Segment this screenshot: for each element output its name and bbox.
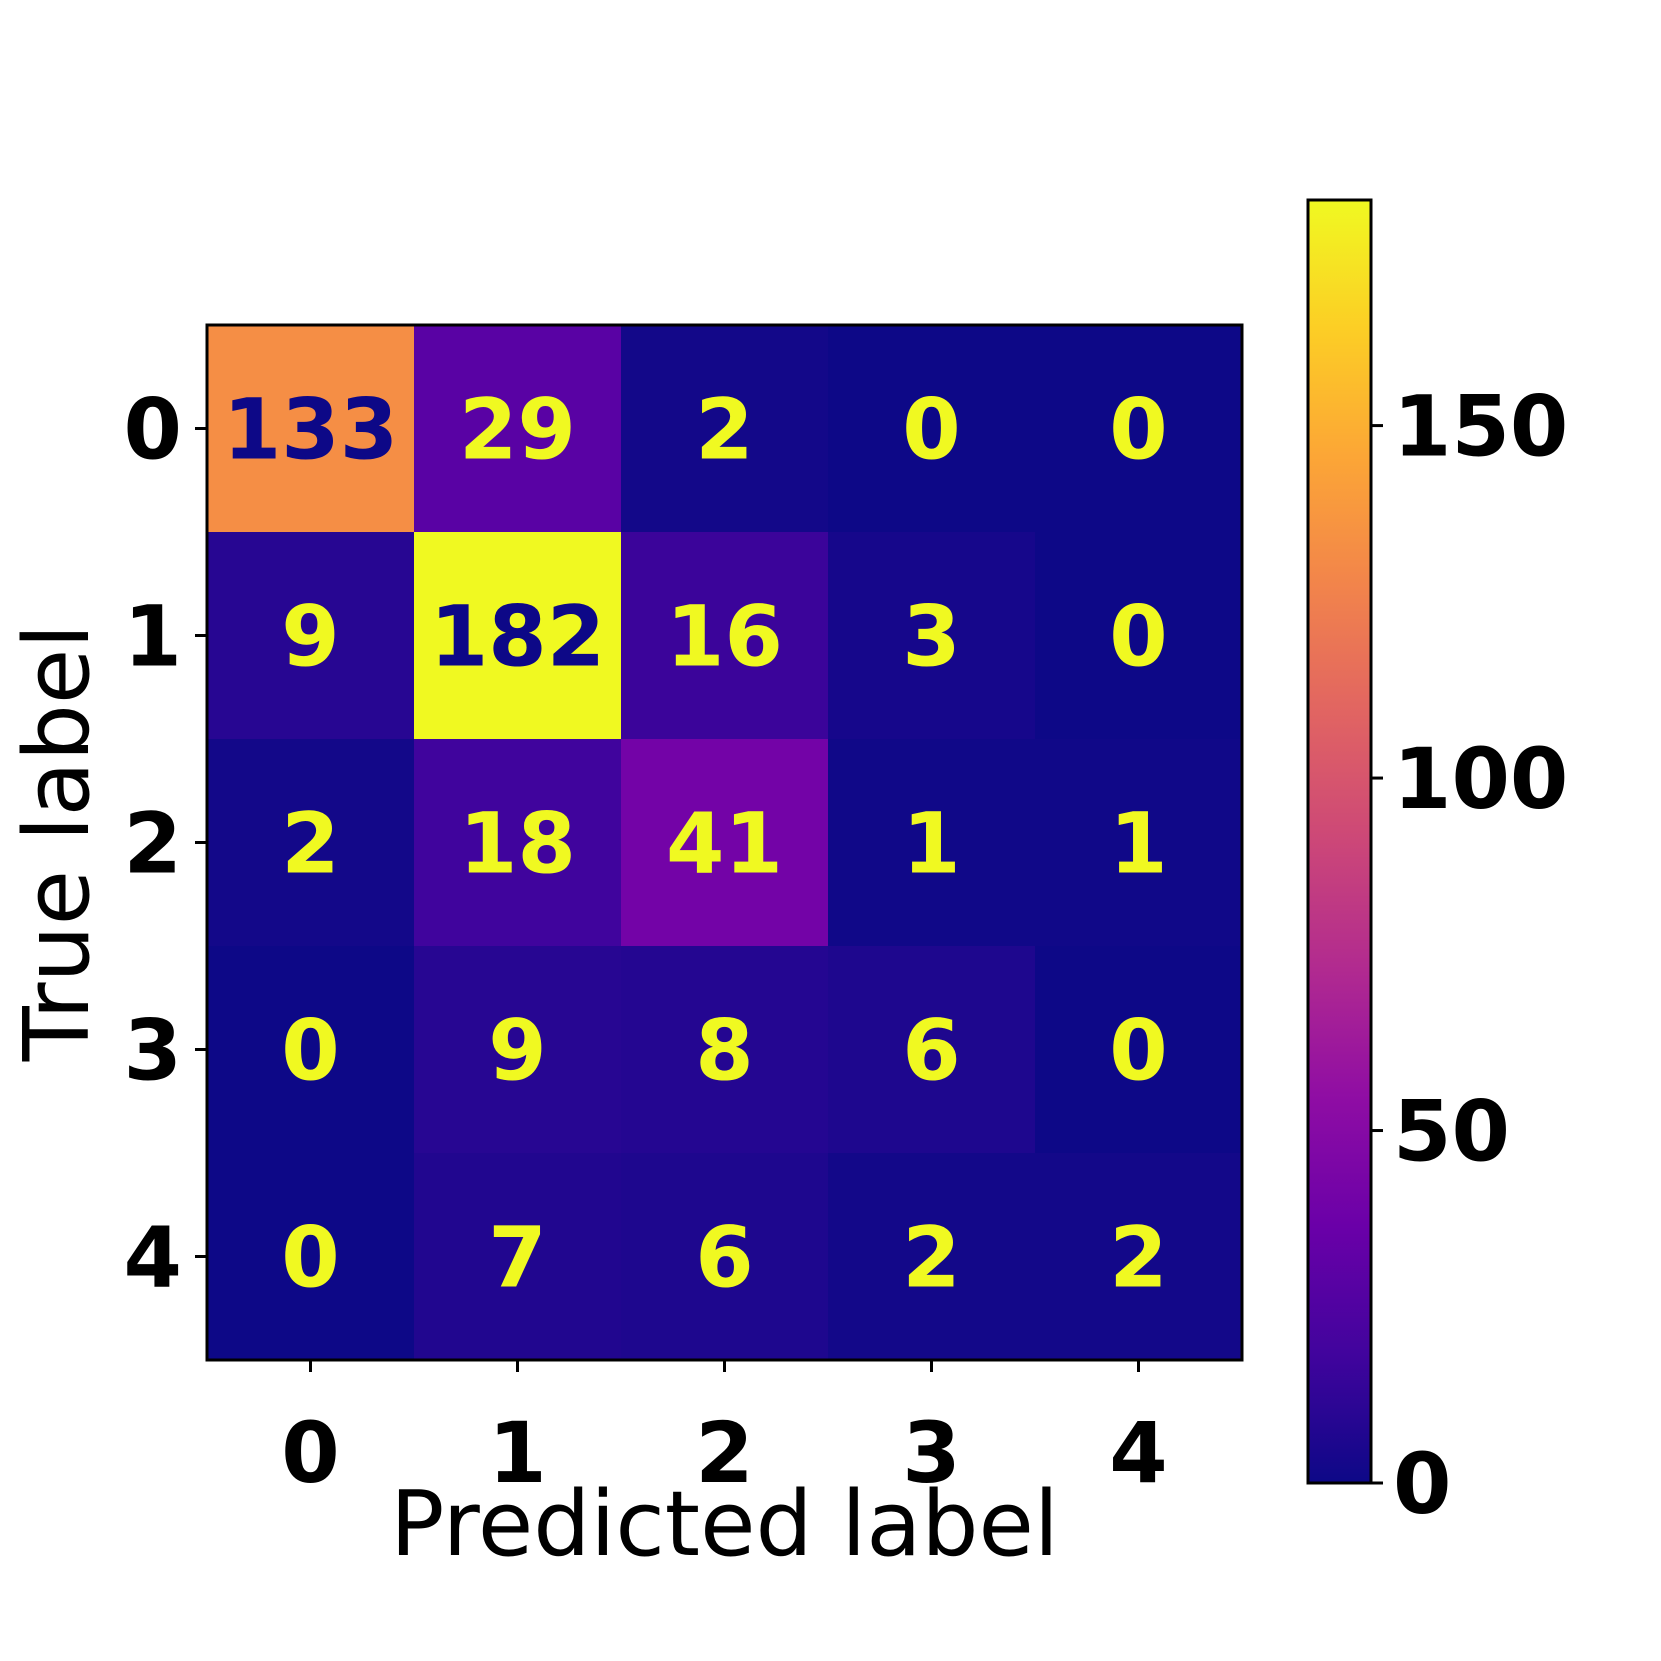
heatmap-cell-r1-c0 bbox=[207, 532, 415, 740]
x-tick-label: 3 bbox=[902, 1404, 960, 1502]
cell-value-label: 1 bbox=[902, 795, 960, 893]
y-tick-label: 0 bbox=[124, 381, 182, 479]
x-tick-label: 4 bbox=[1109, 1404, 1167, 1502]
heatmap-cell-r0-c0 bbox=[207, 325, 415, 533]
cell-value-label: 1 bbox=[1109, 795, 1167, 893]
x-tick-label: 0 bbox=[281, 1404, 339, 1502]
x-axis: 0 1 2 3 4 bbox=[281, 1360, 1168, 1502]
y-tick-label: 4 bbox=[124, 1209, 182, 1307]
cell-value-label: 182 bbox=[430, 588, 605, 686]
colorbar-gradient bbox=[1306, 198, 1373, 1485]
cell-value-label: 0 bbox=[902, 381, 960, 479]
cell-value-label: 29 bbox=[459, 381, 576, 479]
heatmap-cell-r3-c4 bbox=[1035, 946, 1243, 1154]
colorbar-tick-label: 100 bbox=[1393, 730, 1568, 828]
cell-value-label: 0 bbox=[281, 1209, 339, 1307]
heatmap-cell-r0-c4 bbox=[1035, 325, 1243, 533]
cell-value-label: 18 bbox=[459, 795, 576, 893]
heatmap-cell-r3-c3 bbox=[828, 946, 1036, 1154]
heatmap-cell-r0-c1 bbox=[414, 325, 622, 533]
heatmap-cell-r4-c4 bbox=[1035, 1153, 1243, 1361]
heatmap-cells bbox=[207, 325, 1243, 1361]
colorbar-tick-label: 0 bbox=[1393, 1435, 1451, 1533]
cell-value-label: 0 bbox=[1109, 1002, 1167, 1100]
cell-value-label: 7 bbox=[488, 1209, 546, 1307]
cell-value-label: 8 bbox=[695, 1002, 753, 1100]
y-axis: 0 1 2 3 4 bbox=[124, 381, 207, 1307]
heatmap-cell-r4-c2 bbox=[621, 1153, 829, 1361]
heatmap-cell-r3-c0 bbox=[207, 946, 415, 1154]
heatmap-cell-r1-c3 bbox=[828, 532, 1036, 740]
x-tick-label: 1 bbox=[488, 1404, 546, 1502]
heatmap-cell-r2-c3 bbox=[828, 739, 1036, 947]
heatmap-cell-r2-c1 bbox=[414, 739, 622, 947]
cell-value-label: 2 bbox=[902, 1209, 960, 1307]
cell-value-label: 9 bbox=[281, 588, 339, 686]
cell-value-label: 0 bbox=[1109, 381, 1167, 479]
heatmap-cell-r4-c0 bbox=[207, 1153, 415, 1361]
y-tick-label: 3 bbox=[124, 1002, 182, 1100]
heatmap-cell-r1-c2 bbox=[621, 532, 829, 740]
heatmap-cell-r1-c4 bbox=[1035, 532, 1243, 740]
heatmap-cell-r1-c1 bbox=[414, 532, 622, 740]
cell-value-label: 0 bbox=[1109, 588, 1167, 686]
cell-value-label: 6 bbox=[695, 1209, 753, 1307]
cell-value-label: 6 bbox=[902, 1002, 960, 1100]
x-tick-label: 2 bbox=[695, 1404, 753, 1502]
heatmap-cell-r2-c0 bbox=[207, 739, 415, 947]
heatmap-cell-labels: 133 29 2 0 09 182 16 3 02 18 41 1 10 9 8 6 00 7 6 2 2 bbox=[223, 381, 1168, 1307]
heatmap-cell-r3-c2 bbox=[621, 946, 829, 1154]
y-tick-label: 2 bbox=[124, 795, 182, 893]
cell-value-label: 41 bbox=[666, 795, 783, 893]
heatmap-cell-r4-c1 bbox=[414, 1153, 622, 1361]
cell-value-label: 3 bbox=[902, 588, 960, 686]
heatmap-cell-r2-c4 bbox=[1035, 739, 1243, 947]
cell-value-label: 2 bbox=[1109, 1209, 1167, 1307]
cell-value-label: 133 bbox=[223, 381, 398, 479]
y-axis-title: True label bbox=[5, 624, 110, 1062]
heatmap-cell-r2-c2 bbox=[621, 739, 829, 947]
y-tick-label: 1 bbox=[124, 588, 182, 686]
cell-value-label: 16 bbox=[666, 588, 783, 686]
colorbar-tick-label: 50 bbox=[1393, 1083, 1510, 1181]
x-axis-title: Predicted label bbox=[390, 1472, 1059, 1577]
cell-value-label: 2 bbox=[281, 795, 339, 893]
colorbar-ticks: 0 50 100 150 bbox=[1371, 378, 1568, 1533]
heatmap-cell-r0-c3 bbox=[828, 325, 1036, 533]
cell-value-label: 9 bbox=[488, 1002, 546, 1100]
heatmap-cell-r4-c3 bbox=[828, 1153, 1036, 1361]
heatmap-cell-r3-c1 bbox=[414, 946, 622, 1154]
heatmap-cell-r0-c2 bbox=[621, 325, 829, 533]
colorbar: 0 50 100 150 bbox=[1306, 198, 1568, 1533]
cell-value-label: 2 bbox=[695, 381, 753, 479]
colorbar-tick-label: 150 bbox=[1393, 378, 1568, 476]
cell-value-label: 0 bbox=[281, 1002, 339, 1100]
